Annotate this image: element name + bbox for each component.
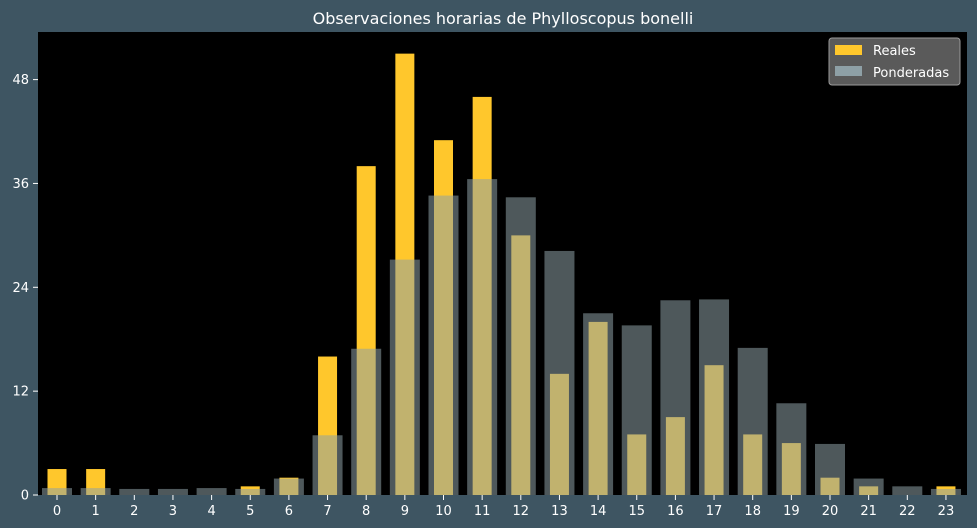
bar-ponderadas-6: [273, 478, 304, 495]
bar-ponderadas-5: [235, 488, 266, 495]
x-tick-label-17: 17: [706, 504, 723, 519]
x-tick-label-13: 13: [551, 504, 568, 519]
x-tick-label-7: 7: [323, 504, 331, 519]
legend-swatch-ponderadas: [835, 66, 862, 76]
x-tick-label-23: 23: [938, 504, 955, 519]
y-tick-label-48: 48: [12, 73, 29, 88]
y-tick-label-24: 24: [12, 281, 29, 296]
x-tick-label-6: 6: [285, 504, 293, 519]
x-tick-label-0: 0: [53, 504, 61, 519]
bar-ponderadas-13: [544, 250, 575, 495]
x-tick-label-8: 8: [362, 504, 370, 519]
x-tick-label-12: 12: [513, 504, 530, 519]
x-tick-label-2: 2: [130, 504, 138, 519]
x-tick-label-9: 9: [401, 504, 409, 519]
bar-ponderadas-17: [699, 299, 730, 495]
bar-ponderadas-11: [467, 179, 498, 495]
x-tick-label-5: 5: [246, 504, 254, 519]
plot-area: [38, 32, 967, 495]
bar-ponderadas-3: [157, 488, 188, 495]
x-tick-label-1: 1: [92, 504, 100, 519]
bar-ponderadas-2: [119, 488, 150, 495]
x-tick-label-15: 15: [628, 504, 645, 519]
x-tick-label-18: 18: [744, 504, 761, 519]
y-tick-label-0: 0: [21, 489, 29, 504]
bar-ponderadas-14: [583, 313, 614, 495]
x-tick-label-11: 11: [474, 504, 491, 519]
bar-ponderadas-1: [80, 488, 111, 495]
bar-ponderadas-9: [389, 259, 420, 495]
bar-ponderadas-21: [853, 478, 884, 495]
bar-ponderadas-12: [505, 197, 536, 495]
legend: Reales Ponderadas: [828, 37, 961, 86]
bar-ponderadas-8: [351, 348, 382, 495]
x-tick-label-19: 19: [783, 504, 800, 519]
x-tick-label-10: 10: [435, 504, 452, 519]
x-tick-label-16: 16: [667, 504, 684, 519]
bar-ponderadas-23: [930, 488, 961, 495]
bar-ponderadas-10: [428, 195, 459, 495]
legend-label-reales: Reales: [873, 44, 916, 59]
y-tick-label-12: 12: [12, 385, 29, 400]
bar-ponderadas-7: [312, 435, 343, 495]
x-tick-label-21: 21: [860, 504, 877, 519]
legend-swatch-reales: [835, 45, 862, 55]
bar-ponderadas-4: [196, 488, 227, 495]
bar-ponderadas-19: [776, 403, 807, 495]
bar-ponderadas-16: [660, 300, 691, 495]
x-tick-label-3: 3: [169, 504, 177, 519]
chart-title: Observaciones horarias de Phylloscopus b…: [313, 9, 694, 28]
bar-ponderadas-15: [621, 325, 652, 495]
legend-label-ponderadas: Ponderadas: [873, 66, 949, 81]
x-tick-label-4: 4: [207, 504, 215, 519]
bar-ponderadas-20: [815, 443, 845, 495]
bar-ponderadas-18: [737, 347, 768, 495]
x-tick-label-14: 14: [590, 504, 607, 519]
bar-ponderadas-0: [42, 488, 72, 495]
bar-ponderadas-22: [892, 486, 923, 495]
x-tick-label-22: 22: [899, 504, 916, 519]
y-tick-label-36: 36: [12, 177, 29, 192]
x-tick-label-20: 20: [822, 504, 839, 519]
